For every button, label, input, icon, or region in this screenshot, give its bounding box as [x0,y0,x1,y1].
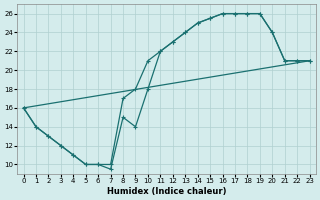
X-axis label: Humidex (Indice chaleur): Humidex (Indice chaleur) [107,187,226,196]
